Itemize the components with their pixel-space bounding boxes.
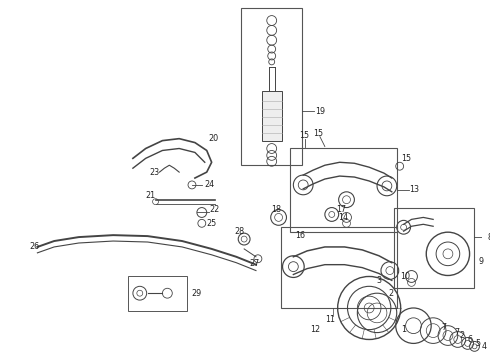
- Text: 18: 18: [270, 205, 281, 214]
- Text: 17: 17: [336, 205, 346, 214]
- Text: 8: 8: [487, 233, 490, 242]
- Text: 16: 16: [295, 231, 305, 240]
- Text: 12: 12: [310, 325, 320, 334]
- Bar: [291, 148, 397, 232]
- Text: 15: 15: [299, 131, 309, 140]
- Text: 21: 21: [146, 191, 156, 200]
- Text: 2: 2: [389, 289, 394, 298]
- Bar: [262, 91, 282, 141]
- Text: 22: 22: [210, 205, 220, 214]
- Text: 6: 6: [467, 335, 473, 344]
- Text: 15: 15: [401, 154, 411, 163]
- Text: 28: 28: [234, 227, 245, 236]
- Text: 25: 25: [207, 219, 217, 228]
- Text: 27: 27: [249, 259, 259, 268]
- Bar: [241, 8, 302, 165]
- Text: 2: 2: [460, 331, 465, 340]
- Text: 10: 10: [400, 272, 410, 281]
- Text: 19: 19: [315, 107, 325, 116]
- Text: 23: 23: [149, 168, 160, 177]
- Text: 1: 1: [402, 325, 407, 334]
- Bar: [128, 276, 187, 311]
- Text: 20: 20: [209, 134, 219, 143]
- Text: 7: 7: [441, 323, 446, 332]
- Text: 4: 4: [481, 342, 487, 351]
- Bar: [281, 227, 397, 308]
- Text: 7: 7: [455, 328, 460, 337]
- Text: 9: 9: [478, 257, 484, 266]
- Text: 5: 5: [475, 339, 481, 348]
- Text: 26: 26: [29, 242, 40, 251]
- Text: 13: 13: [410, 185, 419, 194]
- Text: 14: 14: [339, 213, 349, 222]
- Text: 24: 24: [205, 180, 215, 189]
- Text: 11: 11: [325, 315, 335, 324]
- Bar: [394, 208, 474, 288]
- Text: 29: 29: [191, 289, 201, 298]
- Text: 3: 3: [376, 276, 381, 285]
- Text: 15: 15: [313, 129, 323, 138]
